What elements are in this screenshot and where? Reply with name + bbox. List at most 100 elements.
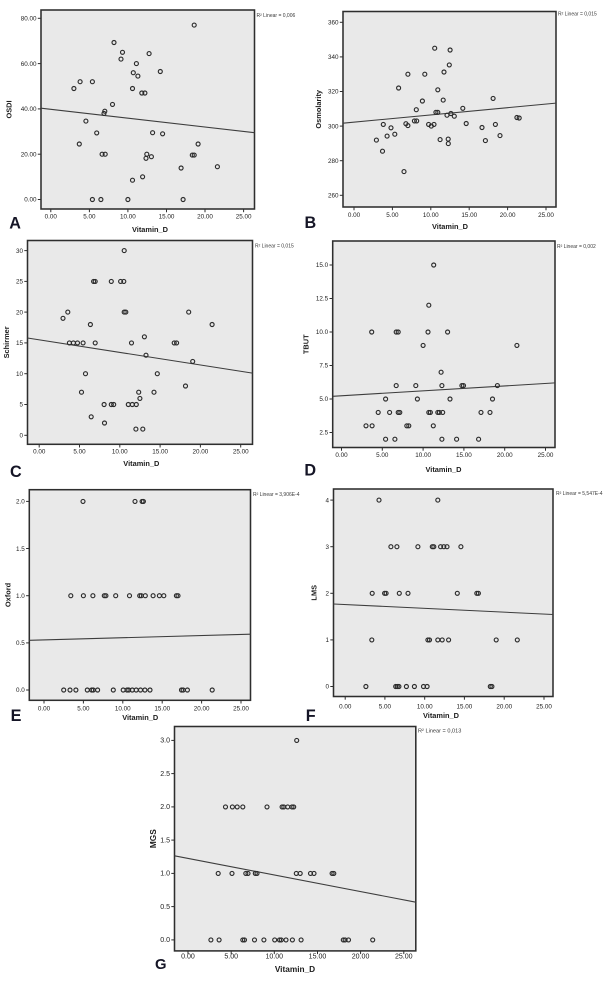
svg-text:20.00: 20.00 [496, 704, 512, 711]
svg-text:5.00: 5.00 [73, 449, 86, 456]
svg-text:2.0: 2.0 [16, 499, 25, 506]
svg-text:3: 3 [325, 544, 329, 551]
svg-text:20.00: 20.00 [500, 212, 516, 219]
svg-text:10.00: 10.00 [417, 704, 433, 711]
svg-text:D: D [304, 462, 316, 480]
svg-text:15.00: 15.00 [154, 706, 170, 713]
svg-text:340: 340 [328, 54, 339, 61]
svg-text:1.5: 1.5 [160, 837, 170, 844]
svg-text:Vitamin_D: Vitamin_D [425, 465, 462, 474]
svg-text:320: 320 [328, 89, 339, 96]
svg-text:25.00: 25.00 [536, 704, 552, 711]
svg-text:5.00: 5.00 [376, 452, 389, 459]
svg-text:C: C [10, 463, 22, 481]
svg-text:Vitamin_D: Vitamin_D [275, 964, 315, 974]
svg-text:R² Linear = 3,906E-4: R² Linear = 3,906E-4 [253, 492, 300, 498]
svg-text:15.00: 15.00 [309, 954, 327, 961]
svg-text:15.0: 15.0 [316, 262, 329, 269]
svg-text:MGS: MGS [148, 829, 158, 848]
svg-text:R² Linear = 0,015: R² Linear = 0,015 [558, 11, 597, 17]
svg-text:10.00: 10.00 [120, 214, 136, 221]
svg-text:B: B [304, 214, 316, 232]
svg-text:R² Linear = 5,547E-4: R² Linear = 5,547E-4 [556, 491, 603, 497]
svg-text:5.00: 5.00 [379, 704, 392, 711]
svg-text:12.5: 12.5 [316, 296, 329, 303]
svg-text:0.00: 0.00 [348, 212, 361, 219]
svg-text:0.00: 0.00 [339, 704, 352, 711]
svg-text:7.5: 7.5 [319, 363, 328, 370]
svg-text:0: 0 [325, 684, 329, 691]
svg-text:R² Linear = 0,002: R² Linear = 0,002 [557, 244, 596, 250]
svg-text:20.00: 20.00 [21, 151, 37, 158]
svg-text:300: 300 [328, 123, 339, 130]
svg-text:10.00: 10.00 [112, 449, 128, 456]
svg-text:25.00: 25.00 [538, 452, 554, 459]
svg-text:5: 5 [19, 402, 23, 409]
svg-text:10: 10 [16, 371, 24, 378]
svg-text:Vitamin_D: Vitamin_D [122, 713, 159, 722]
svg-text:TBUT: TBUT [302, 334, 311, 354]
svg-text:5.00: 5.00 [386, 212, 399, 219]
svg-text:1.0: 1.0 [16, 593, 25, 600]
svg-text:2.5: 2.5 [319, 430, 328, 437]
svg-text:2: 2 [325, 591, 329, 598]
svg-text:15.00: 15.00 [456, 452, 472, 459]
svg-text:0.00: 0.00 [181, 954, 195, 961]
svg-text:Vitamin_D: Vitamin_D [123, 459, 160, 468]
svg-text:A: A [9, 214, 21, 232]
svg-text:5.00: 5.00 [224, 954, 238, 961]
svg-text:Vitamin_D: Vitamin_D [132, 225, 169, 234]
svg-text:5.00: 5.00 [83, 214, 96, 221]
svg-text:10.00: 10.00 [415, 452, 431, 459]
svg-text:10.00: 10.00 [265, 954, 283, 961]
svg-text:0.00: 0.00 [38, 706, 51, 713]
svg-text:0.5: 0.5 [16, 640, 25, 647]
svg-text:15.00: 15.00 [152, 449, 168, 456]
svg-text:20.00: 20.00 [193, 449, 209, 456]
svg-text:15.00: 15.00 [159, 214, 175, 221]
svg-text:20.00: 20.00 [194, 706, 210, 713]
svg-text:2.5: 2.5 [160, 771, 170, 778]
svg-text:25.00: 25.00 [395, 954, 413, 961]
svg-text:Schirmer: Schirmer [2, 326, 11, 358]
svg-text:Osmolarity: Osmolarity [314, 89, 323, 128]
svg-text:R² Linear = 0,015: R² Linear = 0,015 [255, 243, 294, 249]
svg-text:0.00: 0.00 [45, 214, 58, 221]
svg-text:25.00: 25.00 [538, 212, 554, 219]
svg-text:R² Linear = 0,013: R² Linear = 0,013 [418, 728, 461, 734]
svg-text:25: 25 [16, 279, 24, 286]
svg-text:4: 4 [325, 497, 329, 504]
svg-text:R² Linear = 0,006: R² Linear = 0,006 [257, 13, 296, 19]
svg-text:15.00: 15.00 [461, 212, 477, 219]
svg-text:Oxford: Oxford [4, 582, 13, 607]
svg-text:5.00: 5.00 [77, 706, 90, 713]
svg-text:15.00: 15.00 [457, 704, 473, 711]
svg-text:0: 0 [19, 433, 23, 440]
svg-text:1: 1 [325, 637, 329, 644]
svg-text:25.00: 25.00 [233, 706, 249, 713]
svg-text:20.00: 20.00 [497, 452, 513, 459]
svg-text:80.00: 80.00 [21, 16, 37, 23]
svg-text:OSDI: OSDI [5, 100, 14, 118]
svg-text:360: 360 [328, 20, 339, 27]
svg-text:0.00: 0.00 [33, 449, 46, 456]
svg-text:260: 260 [328, 193, 339, 200]
svg-text:1.0: 1.0 [160, 871, 170, 878]
svg-text:40.00: 40.00 [21, 106, 37, 113]
svg-text:25.00: 25.00 [233, 449, 249, 456]
svg-text:20.00: 20.00 [352, 954, 370, 961]
svg-text:E: E [11, 707, 22, 725]
svg-text:30: 30 [16, 248, 24, 255]
svg-text:0.0: 0.0 [160, 937, 170, 944]
svg-text:60.00: 60.00 [21, 61, 37, 68]
svg-text:0.0: 0.0 [16, 687, 25, 694]
svg-text:Vitamin_D: Vitamin_D [423, 711, 460, 720]
svg-text:20: 20 [16, 309, 24, 316]
svg-text:0.00: 0.00 [335, 452, 348, 459]
svg-text:10.0: 10.0 [316, 329, 329, 336]
svg-text:10.00: 10.00 [115, 706, 131, 713]
svg-text:15: 15 [16, 340, 24, 347]
svg-text:25.00: 25.00 [236, 214, 252, 221]
svg-text:3.0: 3.0 [160, 738, 170, 745]
svg-text:0.5: 0.5 [160, 904, 170, 911]
